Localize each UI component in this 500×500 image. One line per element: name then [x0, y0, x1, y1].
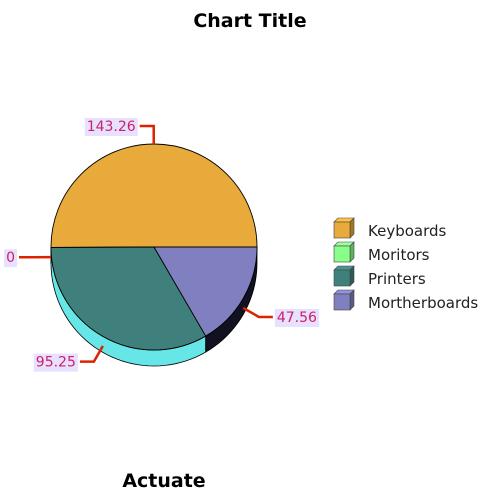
legend-item-printers: Printers [333, 265, 426, 288]
legend: Keyboards Moritors Printers Mortherboards [333, 217, 478, 312]
leader-line [242, 306, 273, 319]
data-label-leaders [19, 124, 273, 363]
legend-swatch-side [349, 217, 355, 239]
slice-printers[interactable] [50, 246, 207, 351]
slice-mortherboards[interactable] [153, 246, 258, 337]
legend-item-keyboards: Keyboards [333, 217, 447, 240]
legend-label: Moritors [368, 246, 430, 264]
data-label-bg [33, 353, 78, 372]
legend-swatch-side [349, 241, 355, 263]
legend-label: Printers [368, 270, 426, 288]
data-label: 95.25 [36, 355, 76, 371]
data-label-bg [4, 249, 18, 268]
legend-swatch-side [349, 289, 355, 311]
data-label: 47.56 [277, 310, 317, 326]
leader-line [79, 345, 104, 363]
chart-footer: Actuate [122, 470, 205, 492]
leader-line [139, 124, 155, 145]
data-label: 143.26 [87, 119, 136, 135]
data-labels: 143.26 0 95.25 47.56 [4, 118, 320, 372]
legend-swatch-side [349, 265, 355, 287]
legend-item-mortherboards: Mortherboards [333, 289, 478, 312]
legend-label: Mortherboards [368, 294, 478, 312]
data-label-bg [84, 118, 138, 137]
legend-swatch [333, 269, 351, 287]
legend-swatch [333, 221, 351, 239]
data-label-bg [274, 308, 320, 327]
legend-item-moritors: Moritors [333, 241, 430, 264]
slice-keyboards[interactable] [50, 143, 258, 248]
legend-label: Keyboards [368, 222, 447, 240]
legend-swatch [333, 293, 351, 311]
data-label: 0 [6, 250, 15, 266]
pie-slices [50, 143, 258, 351]
legend-swatch [333, 245, 351, 263]
chart-title: Chart Title [193, 10, 306, 32]
